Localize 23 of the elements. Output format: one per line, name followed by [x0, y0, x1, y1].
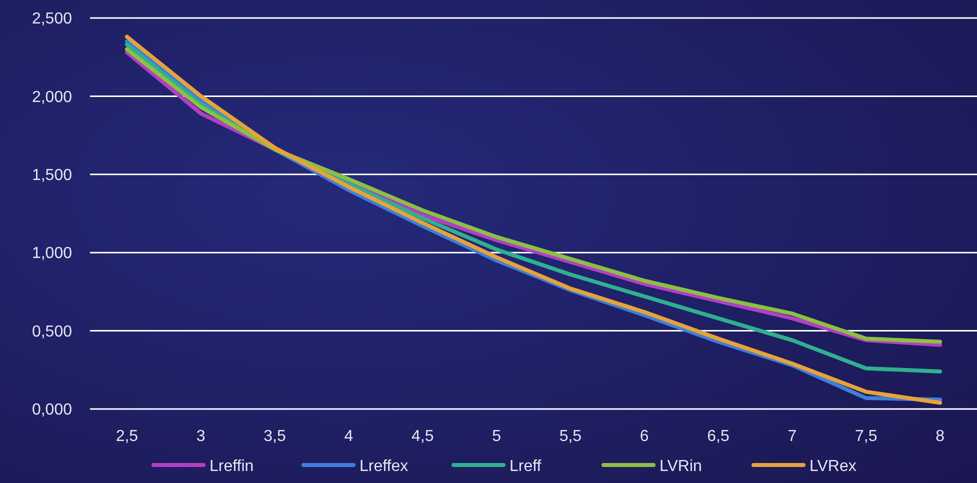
y-tick-label: 2,500 [32, 10, 72, 28]
y-tick-label: 0,000 [32, 402, 72, 419]
x-tick-label: 7 [788, 428, 797, 445]
x-tick-label: 4,5 [412, 428, 434, 445]
legend-label: Lreffex [360, 458, 408, 475]
y-tick-label: 0,500 [32, 323, 72, 340]
x-tick-label: 5 [492, 428, 502, 445]
x-tick-label: 3 [196, 428, 206, 445]
x-tick-label: 3,5 [264, 428, 286, 445]
y-tick-label: 1,500 [32, 167, 72, 184]
x-tick-label: 7,5 [855, 428, 878, 445]
x-tick-label: 5,5 [559, 428, 582, 445]
y-tick-label: 2,000 [32, 88, 72, 106]
legend-label: Lreffin [210, 458, 254, 475]
y-tick-label: 1,000 [32, 245, 72, 262]
x-tick-label: 6 [640, 428, 649, 445]
x-tick-label: 8 [936, 428, 945, 445]
legend-label: LVRin [660, 458, 702, 475]
legend-label: LVRex [810, 458, 856, 475]
x-tick-label: 4 [344, 428, 354, 445]
legend-label: Lreff [510, 458, 542, 475]
x-tick-label: 6,5 [707, 428, 730, 445]
x-tick-label: 2,5 [116, 428, 138, 445]
